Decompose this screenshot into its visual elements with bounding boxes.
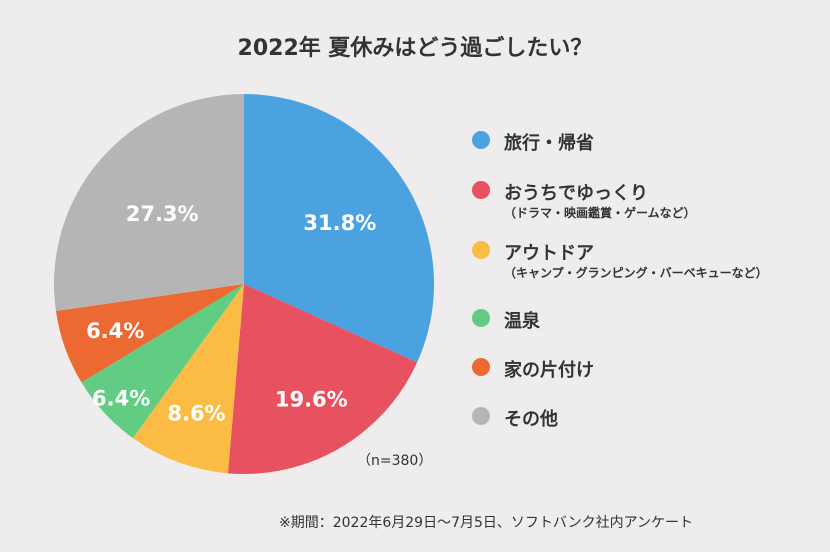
- legend-label: 旅行・帰省: [504, 133, 594, 154]
- legend-swatch: [472, 407, 490, 425]
- pie-slice: [53, 94, 244, 312]
- slice-value-label: 31.8%: [303, 211, 376, 235]
- pie-slice: [55, 284, 244, 383]
- legend-swatch: [472, 241, 490, 259]
- slice-value-label: 19.6%: [275, 388, 348, 412]
- legend-swatch: [472, 181, 490, 199]
- legend-sublabel: （キャンプ・グランピング・バーベキューなど）: [504, 266, 768, 280]
- pie-slice: [132, 284, 244, 474]
- slice-value-label: 27.3%: [126, 202, 199, 226]
- chart-title: 2022年 夏休みはどう過ごしたい？: [237, 36, 593, 61]
- legend-label: 温泉: [504, 311, 540, 332]
- legend-sublabel: （ドラマ・映画鑑賞・ゲームなど）: [504, 206, 696, 220]
- slice-value-label: 8.6%: [167, 401, 225, 425]
- legend-label: おうちでゆっくり: [504, 183, 648, 204]
- legend-swatch: [472, 309, 490, 327]
- slice-value-label: 6.4%: [92, 386, 150, 410]
- legend-swatch: [472, 131, 490, 149]
- legend-label: アウトドア: [504, 243, 594, 264]
- survey-note: ※期間：2022年6月29日～7月5日、ソフトバンク社内アンケート: [279, 515, 694, 531]
- legend-label: 家の片付け: [504, 360, 594, 381]
- sample-size: （n=380）: [357, 453, 433, 469]
- pie-slice: [227, 284, 418, 475]
- pie-slice: [244, 94, 434, 363]
- legend-label: その他: [504, 409, 558, 430]
- slice-value-label: 6.4%: [86, 319, 144, 343]
- pie-slice: [81, 284, 244, 439]
- legend-swatch: [472, 358, 490, 376]
